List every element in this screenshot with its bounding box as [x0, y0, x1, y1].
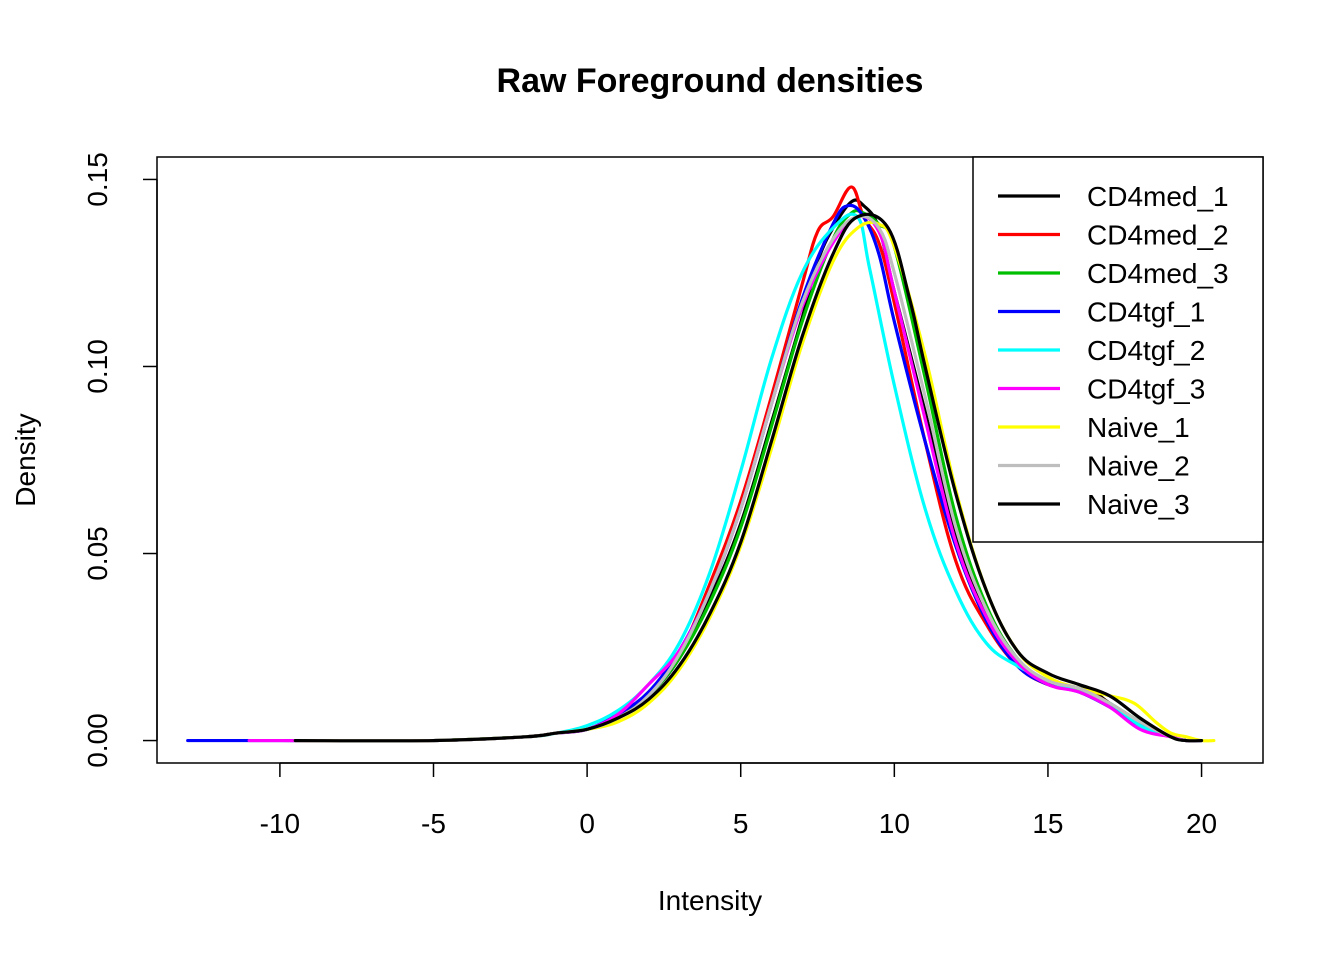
- legend: CD4med_1 CD4med_2 CD4med_3 CD4tgf_1 CD4tgf_2…: [972, 156, 1264, 543]
- legend-label-CD4med_2: CD4med_2: [1087, 220, 1229, 251]
- series-lines: [186, 185, 1216, 743]
- legend-label-Naive_3: Naive_3: [1087, 489, 1190, 520]
- legend-label-CD4tgf_1: CD4tgf_1: [1087, 297, 1205, 328]
- chart-title: Raw Foreground densities: [497, 62, 924, 100]
- legend-label-CD4med_1: CD4med_1: [1087, 181, 1229, 212]
- y-tick-label: 0.15: [82, 152, 113, 207]
- x-tick-label: -5: [421, 808, 446, 839]
- y-tick-label: 0.00: [82, 713, 113, 768]
- legend-label-Naive_1: Naive_1: [1087, 412, 1190, 443]
- y-tick-label: 0.05: [82, 526, 113, 581]
- x-axis: -10 -5 0 5 10 15 20: [260, 762, 1217, 839]
- legend-label-CD4tgf_3: CD4tgf_3: [1087, 374, 1205, 405]
- x-tick-label: -10: [260, 808, 300, 839]
- legend-label-Naive_2: Naive_2: [1087, 451, 1190, 482]
- series-line-Naive_3: [293, 212, 1204, 743]
- x-tick-label: 10: [879, 808, 910, 839]
- legend-label-CD4med_3: CD4med_3: [1087, 258, 1229, 289]
- x-tick-label: 20: [1186, 808, 1217, 839]
- x-tick-label: 5: [733, 808, 749, 839]
- legend-label-CD4tgf_2: CD4tgf_2: [1087, 335, 1205, 366]
- x-tick-label: 15: [1032, 808, 1063, 839]
- y-axis: 0.00 0.05 0.10 0.15: [82, 152, 158, 768]
- y-axis-label: Density: [10, 413, 41, 506]
- y-tick-label: 0.10: [82, 339, 113, 394]
- x-tick-label: 0: [579, 808, 595, 839]
- x-axis-label: Intensity: [658, 885, 762, 916]
